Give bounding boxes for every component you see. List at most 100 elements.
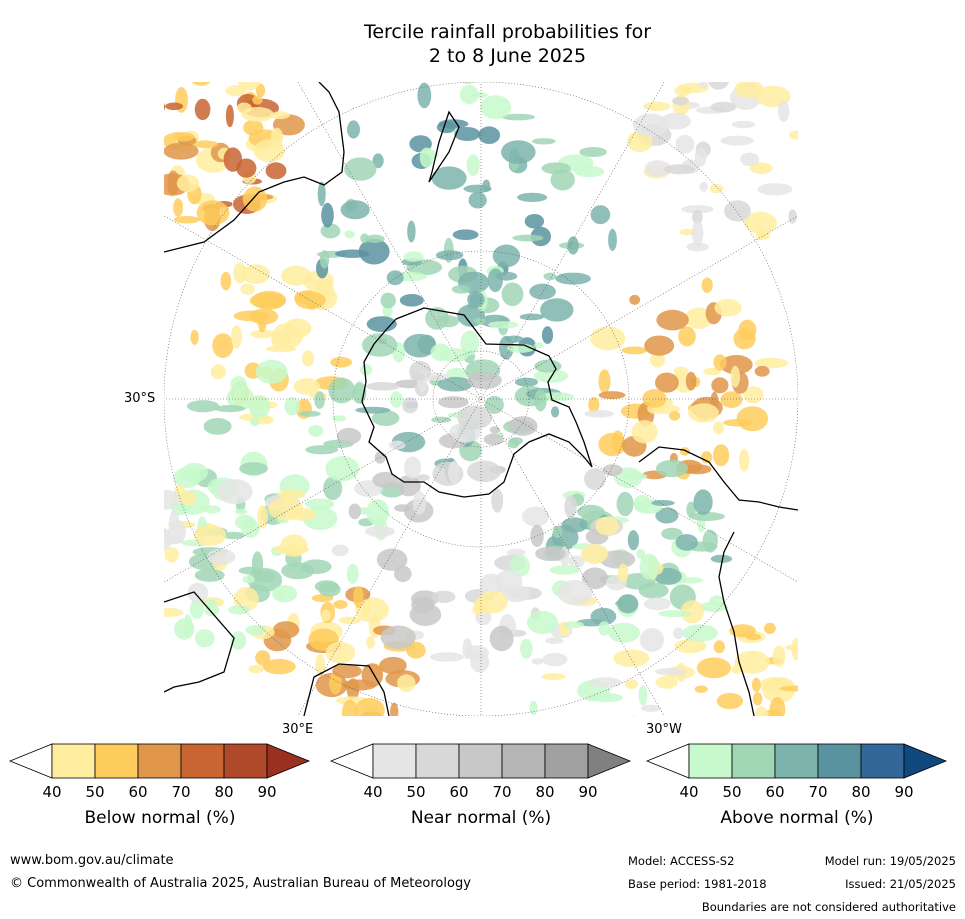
- colorbar-near-swatch: [458, 743, 503, 779]
- probability-patch: [268, 497, 304, 521]
- probability-patch: [390, 702, 399, 716]
- colorbar-below-swatch: [94, 743, 139, 779]
- probability-patch: [164, 607, 184, 617]
- probability-patch: [608, 228, 617, 251]
- probability-patch: [779, 685, 798, 692]
- probability-patch: [346, 678, 360, 700]
- colorbar-below-swatch: [180, 743, 225, 779]
- probability-patch: [669, 411, 681, 421]
- probability-patch: [305, 498, 335, 510]
- probability-patch: [467, 371, 502, 390]
- probability-patch: [429, 652, 465, 662]
- probability-patch: [234, 514, 256, 530]
- probability-patch: [719, 355, 753, 375]
- probability-patch: [543, 272, 557, 281]
- probability-patch: [173, 132, 195, 142]
- probability-patch: [703, 367, 721, 376]
- colorbar-below-swatch: [137, 743, 182, 779]
- probability-patch: [194, 629, 215, 648]
- colorbar-below-tick: 40: [42, 783, 62, 801]
- probability-patch: [730, 365, 740, 388]
- probability-patch: [785, 644, 798, 651]
- probability-patch: [280, 534, 308, 557]
- probability-patch: [446, 367, 469, 380]
- probability-patch: [515, 377, 538, 387]
- colorbar-near-lower-extend: [329, 743, 374, 779]
- probability-patch: [250, 329, 276, 339]
- probability-patch: [626, 131, 653, 153]
- footer-url[interactable]: www.bom.gov.au/climate: [10, 853, 174, 868]
- probability-patch: [561, 517, 588, 533]
- probability-patch: [550, 169, 575, 191]
- polar-map[interactable]: [164, 82, 798, 716]
- probability-patch: [406, 641, 426, 659]
- probability-patch: [541, 326, 554, 344]
- probability-patch: [242, 186, 268, 212]
- probability-patch: [342, 699, 358, 716]
- colorbar-title-near: Near normal (%): [410, 808, 552, 828]
- colorbar-above-tick: 80: [851, 783, 871, 801]
- colorbar-above-tick: 60: [765, 783, 785, 801]
- probability-patch: [272, 585, 298, 603]
- probability-patch: [230, 631, 247, 650]
- colorbar-near-tick: 40: [363, 783, 383, 801]
- probability-patch: [754, 357, 789, 369]
- probability-patch: [336, 427, 362, 445]
- probability-patch: [686, 242, 709, 252]
- colorbar-below-swatch: [223, 743, 268, 779]
- coastlines: [164, 82, 798, 716]
- probability-patch: [640, 704, 661, 712]
- colorbar-near-tick: 80: [535, 783, 555, 801]
- probability-patch: [483, 433, 504, 446]
- probability-patch: [711, 377, 729, 394]
- probability-patch: [168, 519, 186, 544]
- probability-patch: [650, 352, 665, 368]
- probability-patch: [644, 335, 675, 356]
- colorbar-near-svg: [329, 743, 632, 779]
- probability-patch: [627, 530, 639, 551]
- probability-patch: [355, 406, 391, 414]
- probability-patch: [520, 638, 533, 659]
- probability-patch: [545, 637, 564, 644]
- probability-patch: [602, 464, 623, 476]
- probability-patch: [164, 142, 199, 160]
- probability-patch: [713, 421, 725, 435]
- probability-patch: [701, 277, 713, 293]
- probability-patch: [217, 479, 253, 505]
- probability-patch: [360, 363, 373, 376]
- probability-patch: [331, 415, 347, 422]
- probability-patch: [431, 166, 467, 190]
- probability-patch: [366, 636, 375, 649]
- probability-patch: [233, 310, 269, 322]
- probability-patch: [448, 460, 460, 484]
- colorbar-below-normal: [8, 743, 311, 780]
- probability-patch: [638, 685, 648, 706]
- colorbar-above-swatch: [688, 743, 733, 779]
- probability-patch: [480, 95, 512, 120]
- probability-patch: [710, 101, 737, 113]
- probability-patch: [380, 292, 396, 309]
- probability-patch: [250, 417, 259, 427]
- probability-field: [164, 82, 798, 716]
- probability-patch: [182, 491, 196, 507]
- probability-patch: [736, 406, 769, 432]
- probability-patch: [329, 671, 342, 695]
- probability-patch: [720, 391, 743, 409]
- colorbar-below-tick: 50: [85, 783, 105, 801]
- probability-patch: [535, 546, 566, 561]
- probability-patch: [236, 158, 257, 178]
- probability-patch: [707, 82, 729, 90]
- probability-patch: [320, 223, 341, 239]
- probability-patch: [533, 342, 544, 349]
- graticule: [164, 82, 798, 716]
- probability-patch: [301, 350, 315, 367]
- colorbar-below-tick: 90: [257, 783, 277, 801]
- probability-patch: [643, 597, 671, 611]
- probability-patch: [734, 650, 770, 674]
- probability-patch: [574, 166, 605, 178]
- probability-patch: [372, 471, 398, 488]
- probability-patch: [436, 121, 456, 134]
- probability-patch: [621, 346, 648, 355]
- probability-patch: [584, 468, 606, 490]
- colorbar-below-svg: [8, 743, 311, 779]
